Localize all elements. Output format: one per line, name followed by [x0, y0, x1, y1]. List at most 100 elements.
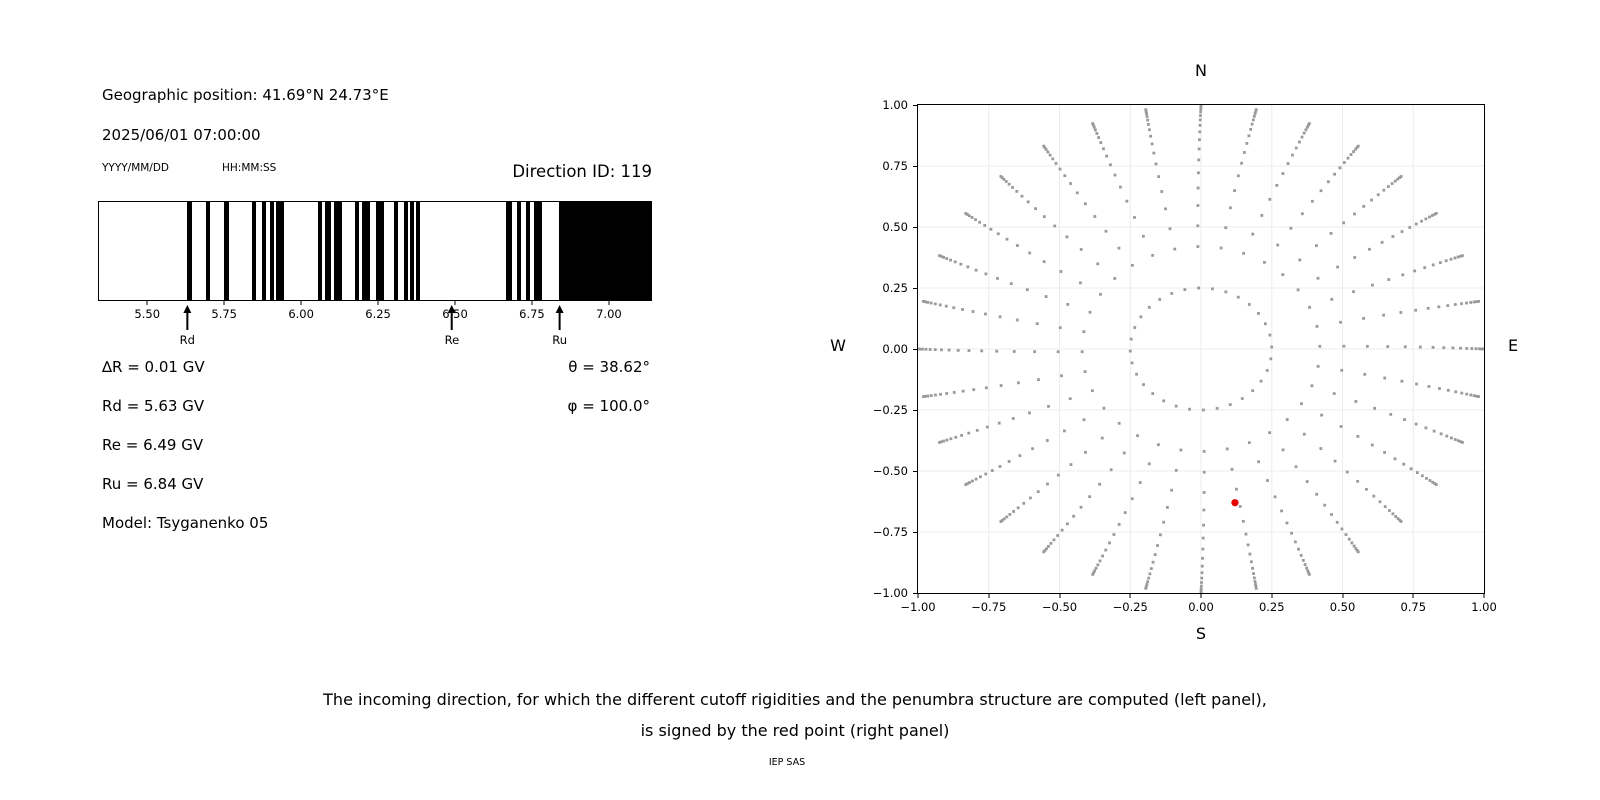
direction-dot	[1285, 418, 1289, 421]
penumbra-band	[410, 202, 415, 300]
direction-dot	[971, 479, 974, 483]
direction-dot	[984, 272, 988, 276]
tick-mark	[1129, 594, 1131, 598]
direction-dot	[1290, 531, 1293, 535]
direction-dot	[1229, 206, 1232, 210]
direction-dot	[1123, 511, 1127, 514]
direction-dot	[1273, 495, 1277, 499]
direction-dot	[1265, 369, 1269, 372]
direction-dot	[1082, 330, 1086, 334]
direction-dot	[1414, 222, 1418, 226]
direction-dot	[953, 260, 957, 264]
direction-dot	[1063, 174, 1067, 178]
direction-dot	[1477, 299, 1480, 303]
direction-dot	[1460, 391, 1464, 395]
direction-dot	[1305, 480, 1309, 483]
direction-dot	[1280, 509, 1283, 513]
direction-dot	[1433, 482, 1437, 485]
direction-dot	[1424, 426, 1428, 430]
direction-dot	[1096, 563, 1100, 567]
tick-label: −0.50	[1041, 600, 1078, 614]
direction-dot	[1241, 519, 1245, 523]
direction-dot	[1099, 141, 1103, 145]
direction-dot	[1431, 263, 1435, 267]
penumbra-band	[355, 202, 360, 300]
arrow-stem	[451, 313, 453, 330]
direction-dot	[1157, 443, 1160, 447]
direction-dot	[1459, 254, 1462, 258]
direction-dot	[1199, 103, 1203, 107]
direction-dot	[1062, 429, 1066, 433]
direction-dot	[1342, 221, 1346, 225]
direction-dot	[1263, 260, 1266, 264]
tick-mark	[1412, 594, 1414, 598]
direction-dot	[964, 483, 968, 486]
direction-dot	[1048, 153, 1052, 157]
direction-dot	[1201, 408, 1205, 412]
direction-dot	[1264, 322, 1267, 326]
direction-dot	[1252, 114, 1256, 118]
direction-dot	[1099, 292, 1102, 296]
direction-dot	[1301, 559, 1305, 562]
direction-dot	[1244, 532, 1248, 536]
penumbra-bands	[99, 202, 651, 300]
direction-dot	[1373, 406, 1377, 410]
direction-dot	[1354, 547, 1358, 550]
delta-r-value: ∆R = 0.01 GV	[102, 358, 205, 376]
direction-dot	[970, 216, 974, 219]
direction-dot	[1260, 214, 1264, 217]
direction-dot	[1254, 109, 1258, 113]
direction-dot	[1154, 162, 1158, 166]
direction-dot	[1199, 110, 1203, 114]
direction-dot	[1056, 473, 1060, 477]
direction-dot	[1240, 161, 1244, 165]
direction-dot	[1022, 501, 1026, 505]
direction-dot	[929, 394, 933, 397]
direction-dot	[938, 440, 941, 444]
direction-dot	[1138, 481, 1142, 484]
direction-dot	[1459, 346, 1462, 350]
direction-dot	[1109, 468, 1113, 472]
direction-dot	[949, 437, 953, 441]
direction-dot	[1386, 345, 1390, 348]
direction-dot	[1174, 404, 1178, 408]
penumbra-band	[505, 202, 513, 300]
direction-dot	[1119, 185, 1122, 189]
direction-dot	[1146, 580, 1150, 584]
direction-dot	[1275, 184, 1279, 187]
direction-dot	[1148, 572, 1152, 576]
direction-dot	[1130, 361, 1134, 365]
direction-dot	[1094, 566, 1098, 570]
direction-dot	[1199, 589, 1203, 593]
direction-dot	[1068, 397, 1072, 401]
direction-dot	[989, 227, 993, 231]
direction-dot	[1307, 573, 1311, 576]
direction-dot	[1044, 295, 1048, 298]
direction-dot	[1286, 162, 1290, 165]
direction-dot	[944, 304, 948, 308]
direction-dot	[933, 302, 937, 306]
direction-dot	[1298, 258, 1302, 262]
penumbra-band	[224, 202, 229, 300]
direction-dot	[1378, 500, 1382, 504]
direction-dot	[1434, 212, 1438, 215]
tick-label: −0.50	[872, 464, 908, 478]
direction-dot	[1158, 533, 1162, 537]
direction-dot	[922, 299, 925, 303]
direction-dot	[1319, 189, 1323, 193]
caption-line1: The incoming direction, for which the di…	[323, 690, 1267, 709]
direction-dot	[967, 349, 971, 353]
direction-dot	[1293, 540, 1297, 544]
direction-dot	[1056, 350, 1060, 354]
direction-dot	[1148, 128, 1151, 132]
direction-dot	[1340, 527, 1344, 531]
direction-dot	[1035, 322, 1039, 326]
direction-dot	[1344, 533, 1348, 536]
direction-dot	[998, 465, 1002, 468]
tick-mark	[146, 301, 148, 305]
direction-dot	[1235, 487, 1238, 491]
direction-dot	[1449, 257, 1453, 261]
direction-dot	[1046, 482, 1049, 486]
direction-dot	[1129, 337, 1133, 341]
penumbra-band	[276, 202, 284, 300]
